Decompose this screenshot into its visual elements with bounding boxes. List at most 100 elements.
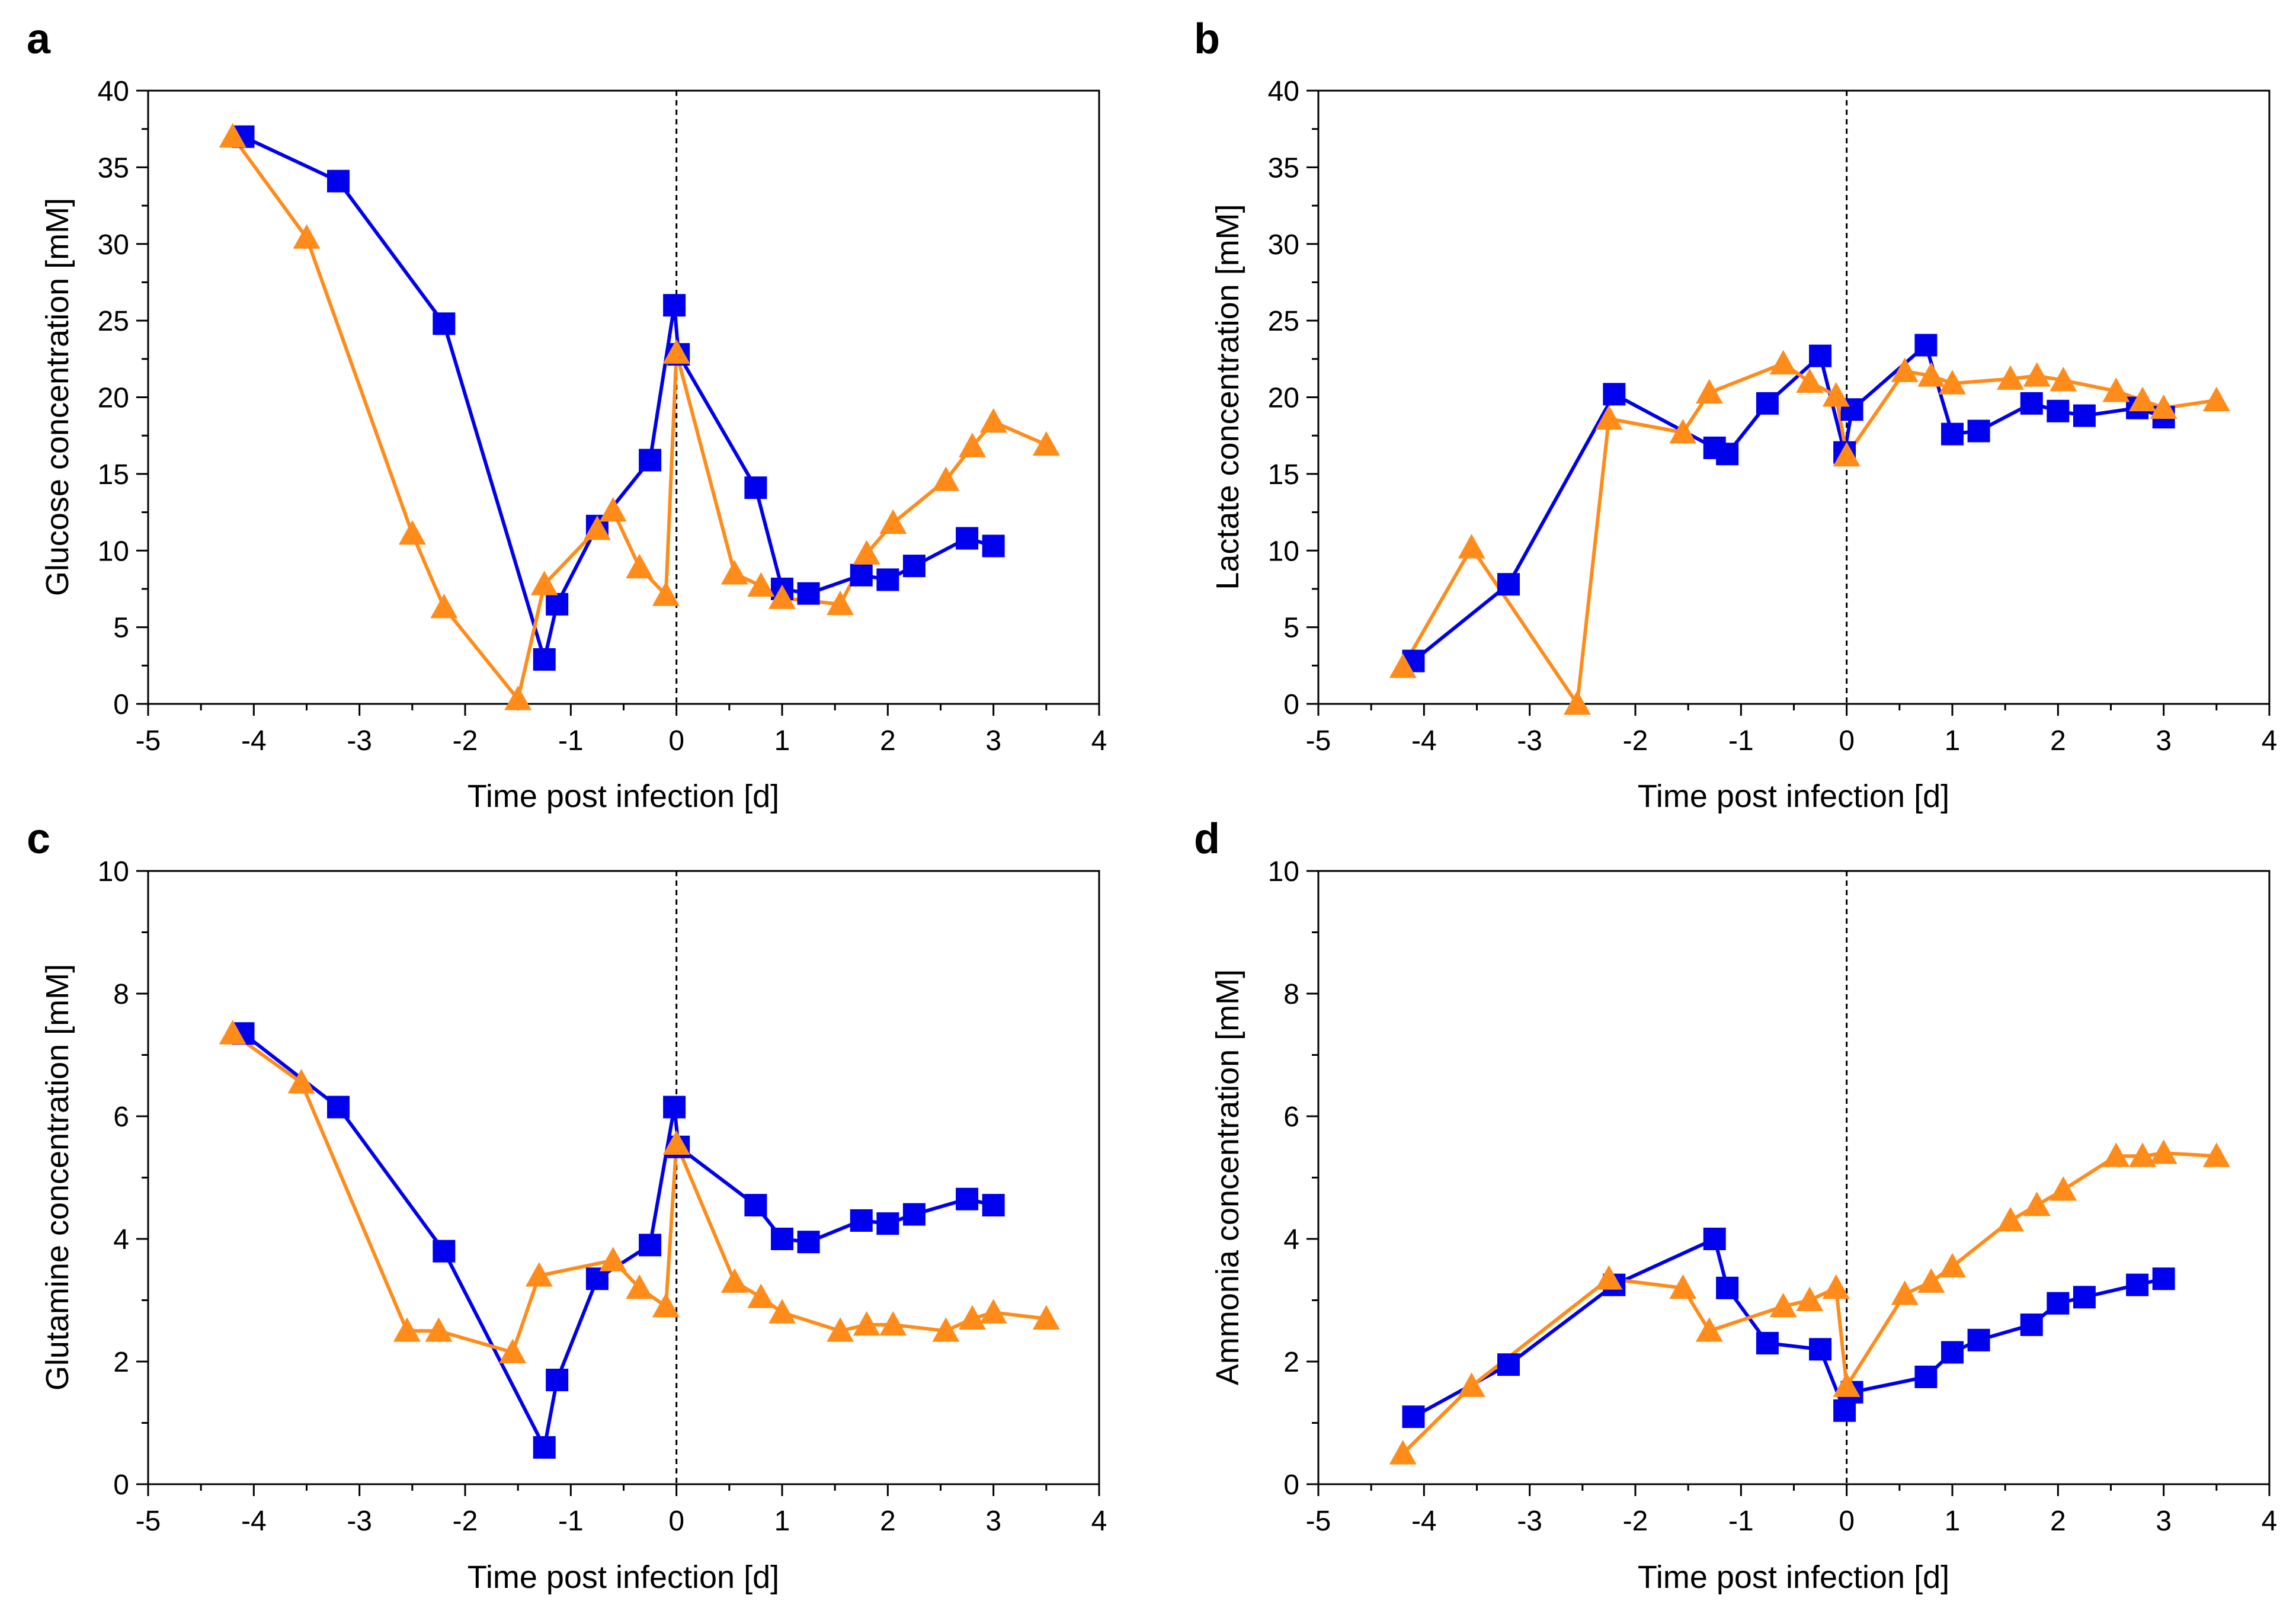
tick-labels: -5 -4 -3 -2 -1 0 1 2 3 4 0 2 4 6 8 10 (98, 856, 1107, 1537)
y-tick-label: 5 (113, 613, 129, 644)
data-point-triangle (504, 686, 532, 710)
x-tick-label: -2 (453, 1506, 478, 1537)
y-tick-label: 2 (113, 1347, 129, 1378)
x-tick-label: 2 (2050, 1506, 2066, 1537)
x-tick-label: -5 (136, 725, 161, 757)
data-point-square (533, 1436, 556, 1459)
data-point-triangle (1563, 690, 1591, 715)
data-point-square (2020, 1313, 2043, 1336)
y-tick-label: 25 (1268, 306, 1299, 337)
data-point-triangle (599, 1247, 627, 1271)
ticks (136, 870, 1100, 1496)
data-point-triangle (2050, 1176, 2077, 1201)
y-tick-label: 40 (98, 76, 129, 107)
data-point-triangle (1997, 365, 2025, 390)
data-point-triangle (2102, 377, 2130, 402)
y-tick-label: 0 (1283, 1469, 1299, 1501)
data-point-triangle (853, 1311, 880, 1336)
x-tick-label: -2 (453, 725, 478, 757)
data-point-triangle (720, 1268, 748, 1293)
y-tick-label: 6 (113, 1101, 129, 1133)
y-tick-label: 0 (113, 689, 129, 720)
x-tick-label: -3 (1517, 725, 1542, 757)
data-point-square (1716, 443, 1739, 466)
markers (219, 1020, 1060, 1459)
data-point-triangle (626, 553, 654, 579)
data-point-square (1716, 1276, 1739, 1299)
data-point-square (663, 1096, 686, 1119)
data-point-square (1967, 1328, 1990, 1351)
x-tick-label: -2 (1623, 1506, 1648, 1537)
x-tick-label: 1 (1945, 725, 1961, 757)
markers (1389, 334, 2230, 715)
data-point-triangle (1669, 1274, 1697, 1299)
data-point-square (1941, 422, 1964, 446)
y-tick-label: 25 (98, 306, 129, 337)
data-point-triangle (2202, 386, 2230, 412)
data-point-square (1914, 1365, 1938, 1388)
data-point-square (1497, 573, 1520, 596)
x-tick-label: 2 (880, 1506, 896, 1537)
data-point-square (744, 476, 767, 499)
data-point-triangle (2023, 1192, 2051, 1216)
data-point-triangle (430, 593, 458, 619)
data-point-square (533, 648, 556, 671)
x-tick-label: 1 (1945, 1506, 1961, 1537)
series-line-orange (231, 135, 1047, 702)
data-point-square (2047, 1292, 2070, 1315)
data-point-triangle (293, 224, 321, 249)
y-axis-title: Glucose concentration [mM] (40, 198, 75, 596)
y-tick-label: 8 (113, 979, 129, 1010)
x-tick-label: -4 (1411, 1506, 1437, 1537)
data-point-triangle (1595, 405, 1623, 430)
data-point-square (902, 1203, 926, 1226)
x-tick-label: -1 (558, 725, 584, 757)
y-tick-label: 4 (1283, 1224, 1299, 1256)
x-tick-label: -1 (558, 1506, 584, 1537)
x-tick-label: 0 (668, 725, 684, 757)
y-tick-label: 30 (98, 229, 129, 261)
data-point-triangle (662, 1130, 690, 1155)
data-point-square (876, 1212, 899, 1235)
data-point-triangle (599, 497, 627, 522)
data-point-triangle (768, 584, 796, 609)
data-point-square (546, 1369, 569, 1392)
y-tick-label: 20 (98, 383, 129, 414)
x-tick-label: -3 (1517, 1506, 1542, 1537)
data-point-square (850, 563, 873, 587)
x-tick-label: -1 (1728, 725, 1754, 757)
panel-c: c -5 -4 -3 -2 -1 0 1 2 3 4 0 2 4 6 8 10 Time post infec… (27, 815, 1107, 1595)
x-tick-label: -5 (1306, 725, 1331, 757)
data-point-square (956, 527, 979, 550)
data-point-triangle (720, 560, 748, 585)
y-tick-label: 10 (98, 536, 129, 567)
x-tick-label: -5 (136, 1506, 161, 1537)
data-point-square (876, 568, 899, 591)
data-point-square (771, 1228, 793, 1250)
data-point-triangle (2023, 362, 2051, 387)
data-point-triangle (1769, 350, 1797, 374)
panel-d: d -5 -4 -3 -2 -1 0 1 2 3 4 0 2 4 6 8 10 Time post infec… (1194, 815, 2277, 1595)
data-point-triangle (287, 1069, 315, 1094)
data-point-triangle (747, 572, 775, 597)
x-tick-label: 1 (774, 725, 790, 757)
data-point-square (2047, 399, 2070, 422)
data-point-triangle (2150, 1139, 2177, 1164)
data-point-triangle (1695, 1317, 1723, 1342)
x-tick-label: -2 (1623, 725, 1648, 757)
data-point-triangle (979, 408, 1007, 433)
x-axis-title: Time post infection [d] (1638, 1559, 1949, 1595)
data-point-square (1809, 344, 1832, 367)
data-point-triangle (1891, 357, 1919, 382)
series-line-blue (1412, 343, 2164, 662)
data-point-triangle (853, 540, 880, 565)
panel-letter: a (27, 15, 51, 63)
data-point-triangle (1939, 1253, 1966, 1277)
y-tick-label: 8 (1283, 979, 1299, 1010)
data-point-triangle (768, 1299, 796, 1324)
data-point-triangle (932, 1317, 960, 1342)
x-tick-label: 0 (1839, 725, 1855, 757)
